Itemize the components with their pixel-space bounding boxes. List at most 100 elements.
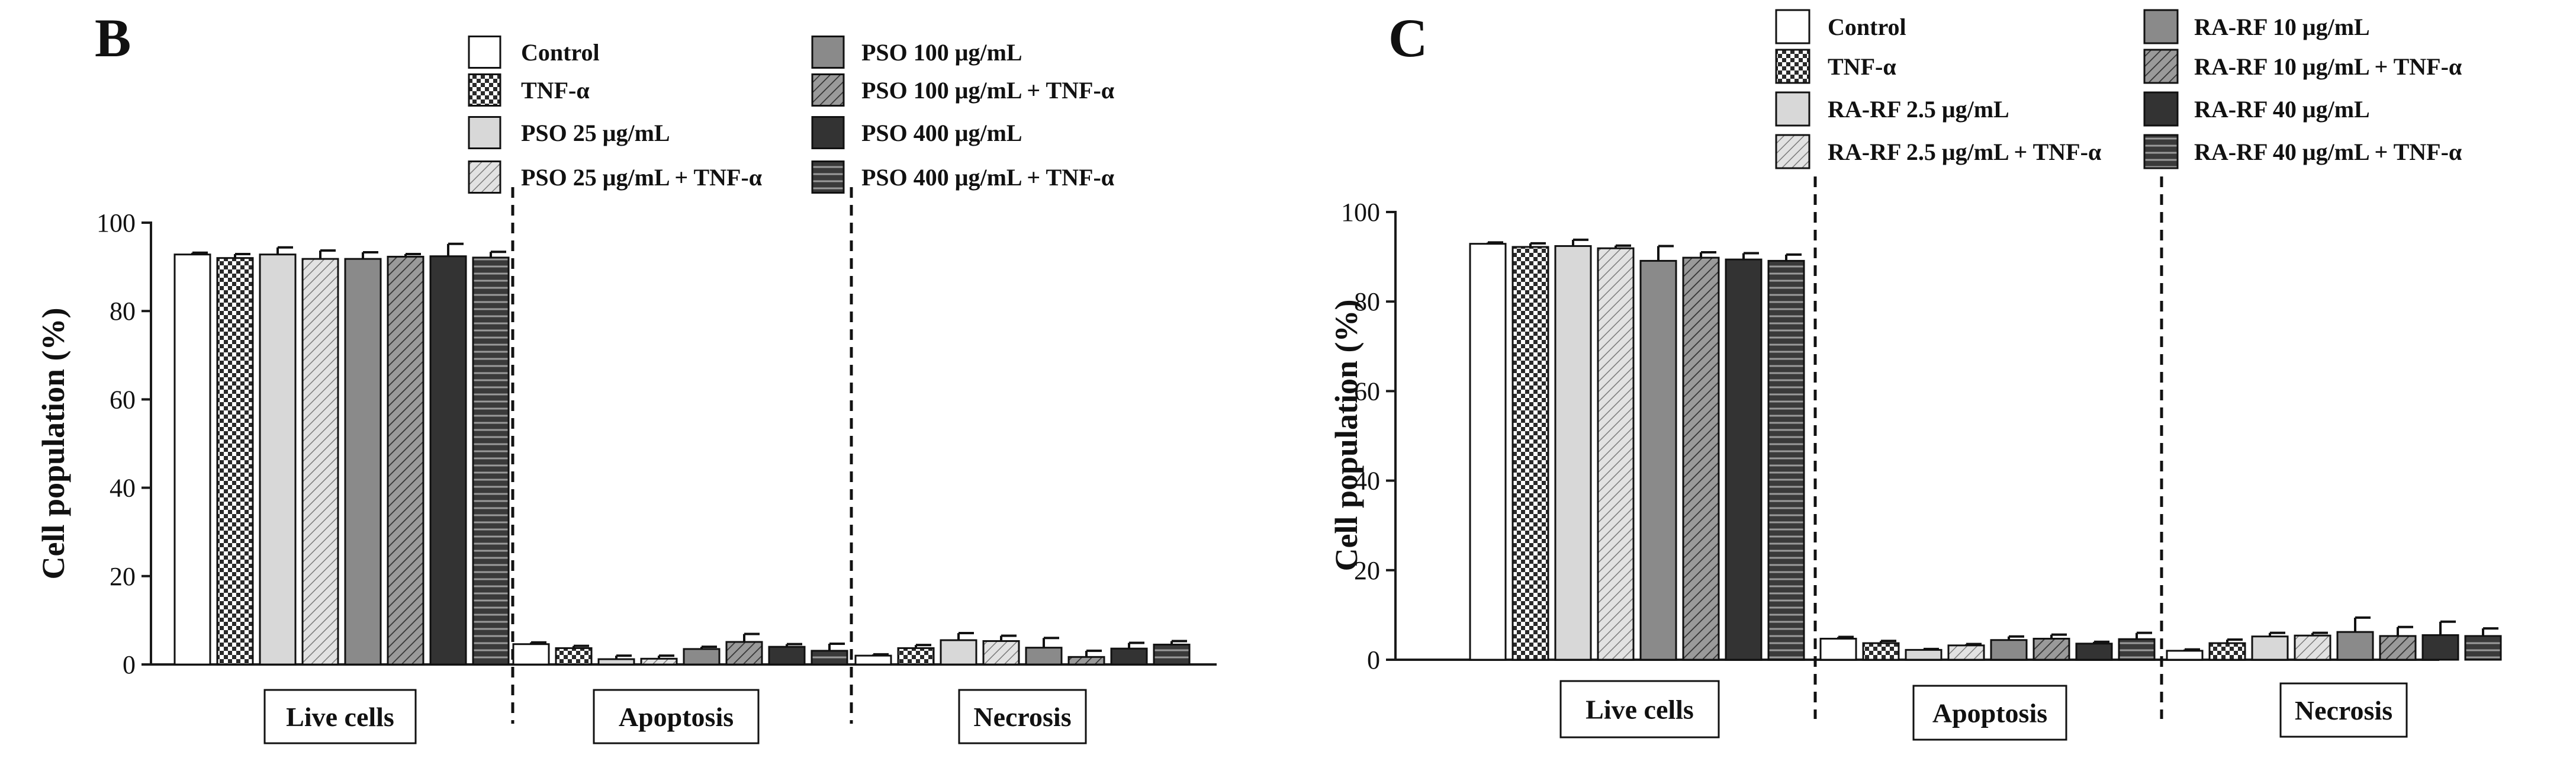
bar [725,641,763,666]
legend-label: PSO 400 μg/mL [861,120,1022,146]
category-box [2279,682,2408,738]
legend-label: TNF-α [521,77,590,104]
y-tick-label: 100 [1341,198,1380,227]
bar [1639,259,1677,661]
legend-swatch [811,160,845,194]
legend-label: RA-RF 40 μg/mL [2194,96,2370,123]
bar [683,648,721,666]
bar [173,253,211,666]
bar [2075,643,2113,661]
y-tick-label: 60 [110,385,136,414]
y-tick-label: 80 [110,297,136,326]
legend-label: RA-RF 2.5 μg/mL + TNF-α [1828,139,2101,165]
legend-swatch [468,116,501,149]
y-tick-label: 40 [1354,467,1380,496]
legend-swatch [468,160,501,194]
bar [1819,637,1857,661]
bar [1905,648,1943,661]
bar [1947,644,1985,661]
category-box [593,689,760,744]
legend-swatch [1775,9,1810,44]
bar [1067,656,1105,666]
bar [472,256,510,666]
legend-label: RA-RF 10 μg/mL [2194,14,2370,40]
bar [555,647,593,666]
bar [940,639,977,666]
y-tick-label: 0 [1367,646,1380,675]
bar [1725,258,1763,661]
legend-swatch [2143,91,2179,127]
legend-swatch [2143,9,2179,44]
legend-swatch [2143,134,2179,169]
legend-swatch [811,36,845,69]
category-label: Necrosis [973,702,1071,732]
bar [1469,243,1507,661]
category-box [263,689,417,744]
bar [301,258,339,666]
legend-swatch [1775,91,1810,127]
bar [1110,647,1148,666]
category-label: Live cells [1586,695,1694,725]
bar [1862,642,1900,661]
legend-label: TNF-α [1828,53,1896,80]
y-tick-label: 100 [97,208,136,237]
bar [597,658,635,666]
legend-swatch [468,36,501,69]
bar [811,650,848,666]
bar [2294,634,2331,661]
category-label: Apoptosis [619,702,734,732]
bar [2379,635,2417,661]
legend-swatch [2143,49,2179,84]
bar [854,654,892,666]
category-box [958,689,1087,744]
category-label: Live cells [286,702,394,732]
legend-label: PSO 100 μg/mL [861,39,1022,66]
panel-label: B [95,8,131,68]
bar [2336,631,2374,661]
bar [1682,256,1720,661]
bar [2208,642,2246,661]
bar [2464,635,2502,661]
legend-label: PSO 25 μg/mL + TNF-α [521,164,762,191]
legend-swatch [1775,134,1810,169]
y-tick-label: 40 [110,474,136,503]
category-box [1559,680,1720,738]
legend-label: RA-RF 10 μg/mL + TNF-α [2194,53,2462,80]
bar [768,646,806,666]
y-tick-label: 20 [110,562,136,591]
legend-label: Control [521,39,600,66]
y-tick-label: 20 [1354,556,1380,585]
bar [982,640,1020,666]
category-box [1912,685,2067,741]
bar [216,257,254,666]
bar [2166,650,2204,661]
y-tick-label: 60 [1354,377,1380,406]
bar [2251,635,2289,661]
legend-label: PSO 100 μg/mL + TNF-α [861,77,1114,104]
bar [2421,634,2459,661]
y-axis-label: Cell population (%) [1329,299,1364,571]
y-tick-label: 80 [1354,287,1380,316]
legend-label: RA-RF 40 μg/mL + TNF-α [2194,139,2462,165]
legend-label: PSO 400 μg/mL + TNF-α [861,164,1114,191]
bar [1767,259,1805,661]
bar [512,643,550,666]
bar [2118,638,2156,661]
bar [387,255,424,666]
panel-c: C Cell population (%) 0 20 40 60 80 100 Live cel… [1329,8,2502,741]
bar [1025,647,1063,666]
bar [344,258,382,666]
y-axis-label: Cell population (%) [36,307,71,579]
bar [1597,247,1635,661]
bar [1153,643,1191,666]
legend-label: PSO 25 μg/mL [521,120,670,146]
panel-b: B Cell population (%) 0 20 40 60 80 100 Live cel… [36,8,1217,744]
bar [2033,637,2070,661]
bar [1990,639,2028,661]
bar [897,647,935,666]
y-tick-label: 0 [123,650,136,679]
legend-swatch [1775,49,1810,84]
legend-label: RA-RF 2.5 μg/mL [1828,96,2009,123]
bar [640,657,678,666]
